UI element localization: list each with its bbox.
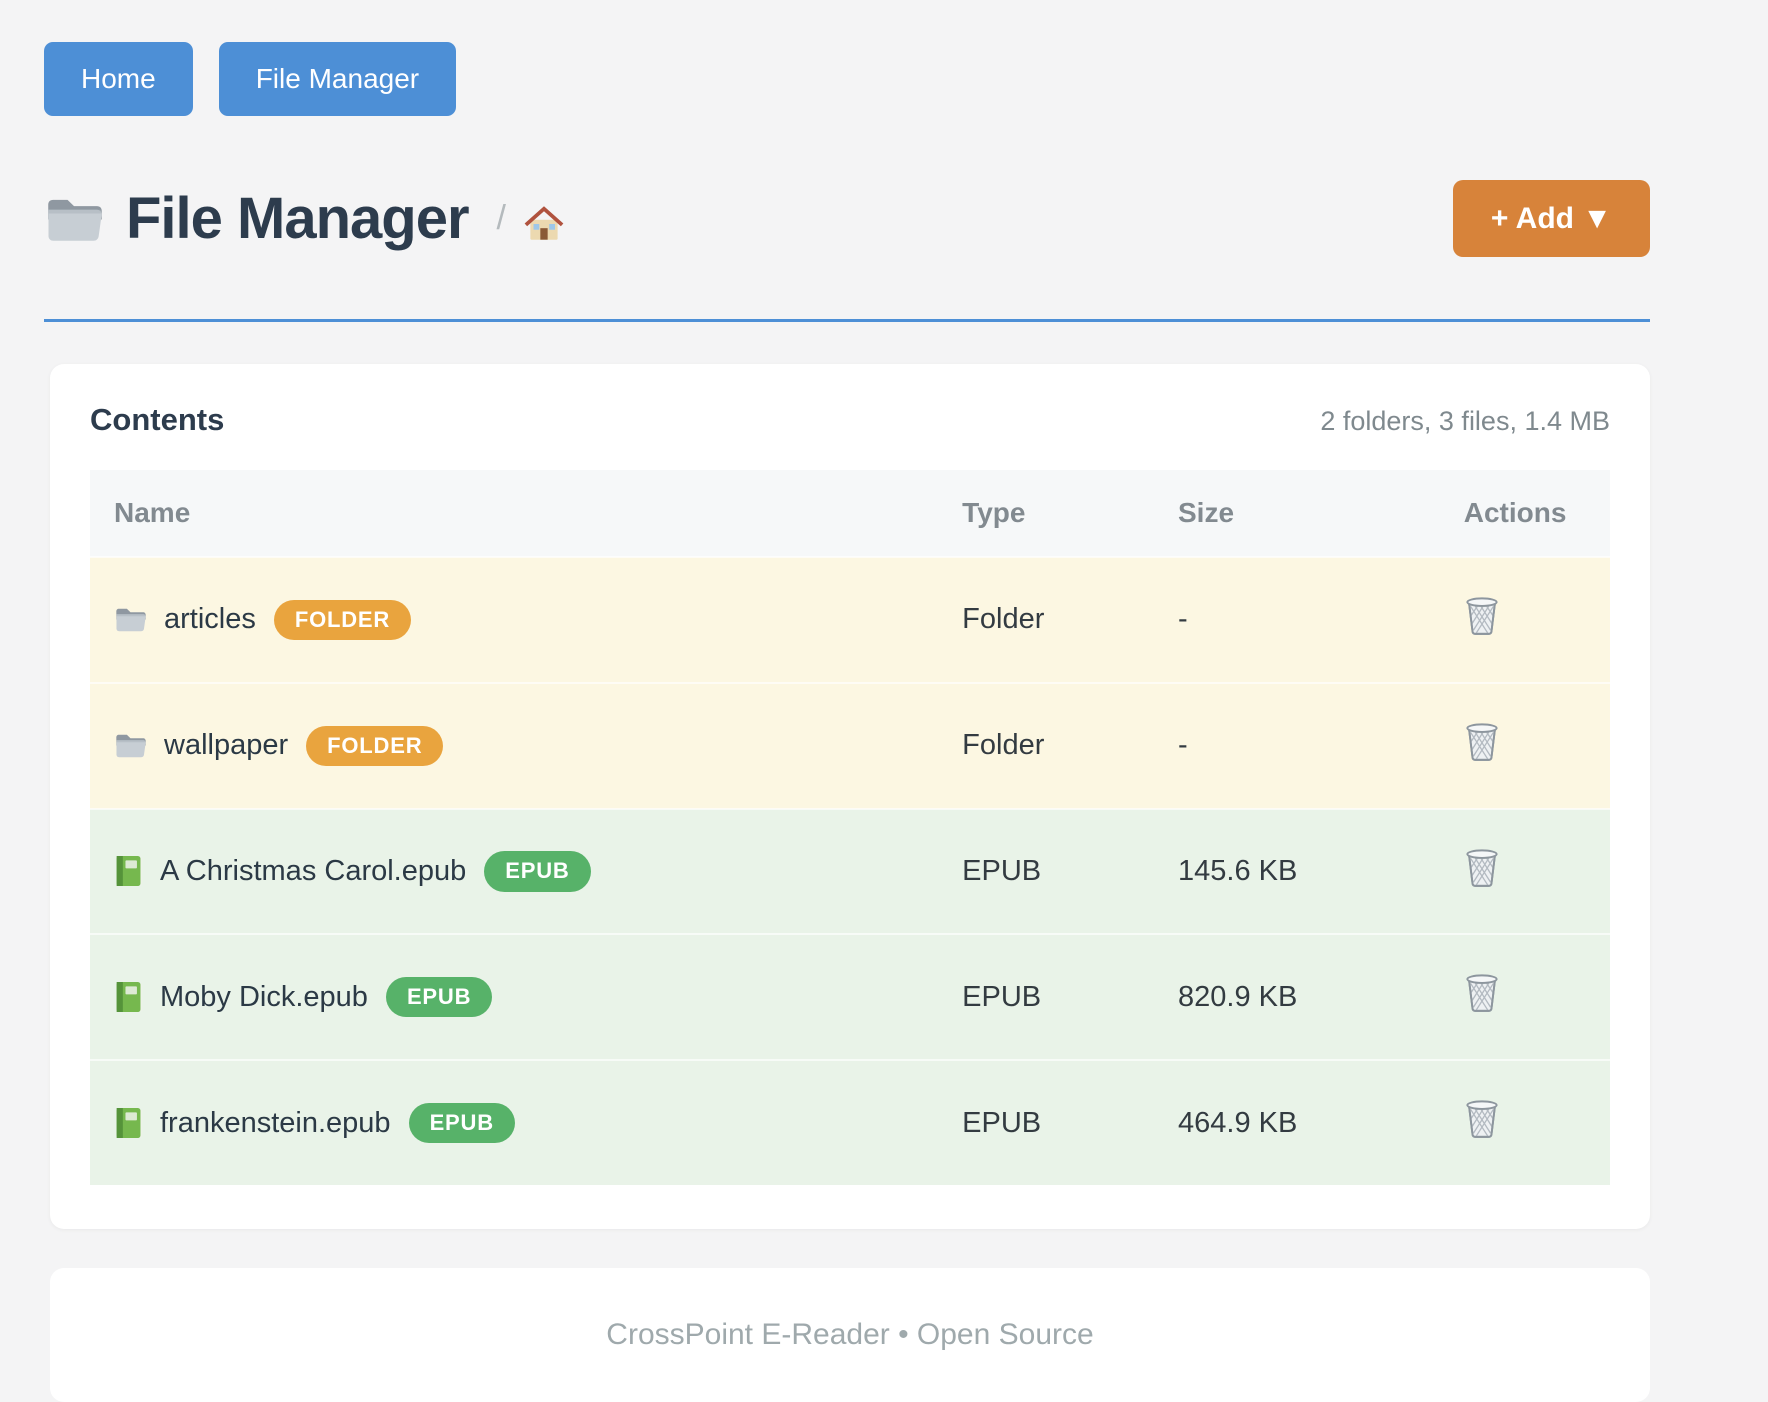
nav-home-button[interactable]: Home [44,42,193,116]
delete-button[interactable] [1464,973,1500,1013]
size-cell: 145.6 KB [1154,809,1440,935]
table-row: articles FOLDER Folder - [90,557,1610,683]
type-cell: EPUB [938,934,1154,1060]
footer: CrossPoint E-Reader • Open Source [50,1268,1650,1402]
delete-button[interactable] [1464,596,1500,636]
table-row: frankenstein.epub EPUB EPUB 464.9 KB [90,1060,1610,1185]
page-title: File Manager [44,185,469,252]
size-cell: 820.9 KB [1154,934,1440,1060]
delete-button[interactable] [1464,722,1500,762]
column-header-name: Name [90,470,938,557]
size-cell: - [1154,557,1440,683]
trash-icon [1464,1099,1500,1139]
table-header-row: Name Type Size Actions [90,470,1610,557]
file-name[interactable]: wallpaper [164,729,288,762]
file-table-body: articles FOLDER Folder - [90,557,1610,1185]
page: Home File Manager File Manager / + Add ▼ [44,0,1650,1402]
file-name[interactable]: Moby Dick.epub [160,981,368,1014]
type-cell: Folder [938,683,1154,809]
breadcrumb: / [497,194,566,244]
top-nav: Home File Manager [44,0,1650,116]
column-header-size: Size [1154,470,1440,557]
table-row: Moby Dick.epub EPUB EPUB 820.9 KB [90,934,1610,1060]
file-table: Name Type Size Actions articles FOLDER [90,470,1610,1185]
column-header-type: Type [938,470,1154,557]
folder-icon [44,193,106,245]
trash-icon [1464,596,1500,636]
add-button[interactable]: + Add ▼ [1453,180,1650,257]
size-cell: 464.9 KB [1154,1060,1440,1185]
contents-heading: Contents [90,402,224,438]
file-name[interactable]: frankenstein.epub [160,1107,391,1140]
breadcrumb-separator: / [497,199,506,238]
home-icon[interactable] [522,202,566,244]
size-cell: - [1154,683,1440,809]
contents-card: Contents 2 folders, 3 files, 1.4 MB Name… [50,364,1650,1229]
type-badge: EPUB [386,977,492,1017]
footer-text: CrossPoint E-Reader • Open Source [50,1318,1650,1352]
page-title-text: File Manager [126,185,469,252]
table-row: A Christmas Carol.epub EPUB EPUB 145.6 K… [90,809,1610,935]
file-name[interactable]: A Christmas Carol.epub [160,855,466,888]
trash-icon [1464,848,1500,888]
trash-icon [1464,973,1500,1013]
contents-summary: 2 folders, 3 files, 1.4 MB [1320,406,1610,437]
table-row: wallpaper FOLDER Folder - [90,683,1610,809]
type-cell: EPUB [938,1060,1154,1185]
type-badge: FOLDER [306,726,443,766]
folder-icon [114,605,148,635]
type-cell: Folder [938,557,1154,683]
type-badge: FOLDER [274,600,411,640]
folder-icon [114,731,148,761]
column-header-actions: Actions [1440,470,1610,557]
trash-icon [1464,722,1500,762]
type-badge: EPUB [484,851,590,891]
book-icon [114,854,144,888]
type-cell: EPUB [938,809,1154,935]
nav-file-manager-button[interactable]: File Manager [219,42,456,116]
book-icon [114,980,144,1014]
book-icon [114,1106,144,1140]
page-header: File Manager / + Add ▼ [44,180,1650,322]
file-name[interactable]: articles [164,603,256,636]
delete-button[interactable] [1464,848,1500,888]
type-badge: EPUB [409,1103,515,1143]
delete-button[interactable] [1464,1099,1500,1139]
